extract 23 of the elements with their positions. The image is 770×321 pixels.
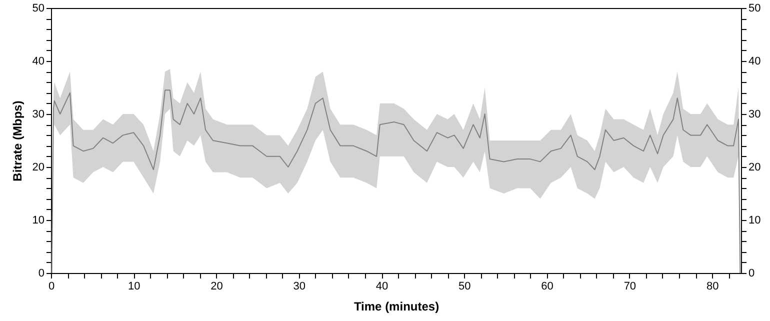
y2-tick-label: 30	[748, 108, 761, 120]
x-tick-label: 20	[210, 280, 223, 292]
x-axis-title: Time (minutes)	[354, 300, 440, 314]
y2-tick-label: 20	[748, 162, 761, 174]
x-tick-label: 70	[624, 280, 636, 292]
y-tick-label: 10	[32, 214, 44, 226]
x-tick-label: 50	[458, 280, 471, 292]
y-tick-label: 40	[32, 56, 44, 68]
y-tick-label: 50	[32, 2, 44, 14]
x-tick-label: 40	[376, 280, 388, 292]
y2-tick-label: 40	[748, 56, 761, 68]
x-tick-label: 0	[48, 280, 55, 292]
x-tick-label: 60	[541, 280, 554, 292]
y-tick-label: 0	[38, 268, 44, 280]
y-tick-label: 20	[32, 162, 44, 174]
y-tick-label: 30	[32, 108, 44, 120]
y2-tick-label: 50	[748, 2, 761, 14]
x-tick-label: 30	[293, 280, 306, 292]
y-axis-title: Bitrate (Mbps)	[10, 100, 24, 182]
x-tick-label: 80	[706, 280, 719, 292]
y2-tick-label: 0	[748, 268, 755, 280]
y2-tick-label: 10	[748, 214, 761, 226]
x-tick-label: 10	[128, 280, 140, 292]
